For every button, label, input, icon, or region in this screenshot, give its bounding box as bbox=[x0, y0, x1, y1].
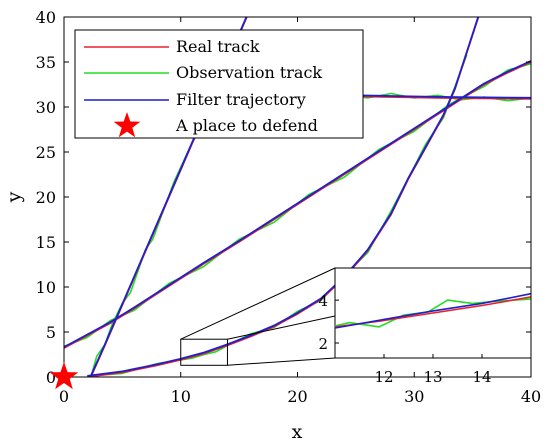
y-tick-label: 10 bbox=[36, 278, 56, 297]
x-tick-label: 20 bbox=[287, 387, 307, 406]
x-tick-label: 0 bbox=[59, 387, 69, 406]
legend-box bbox=[74, 29, 364, 139]
inset-y-tick-label: 4 bbox=[318, 292, 328, 310]
zoom-connector-top bbox=[180, 267, 336, 340]
zoom-source-box bbox=[180, 338, 228, 366]
inset-filter-trajectory bbox=[335, 292, 531, 329]
inset-y-tick-label: 2 bbox=[318, 335, 328, 353]
y-tick-label: 40 bbox=[36, 8, 56, 27]
y-tick-label: 30 bbox=[36, 98, 56, 117]
legend: Real track Observation track Filter traj… bbox=[74, 29, 364, 139]
filter-trajectory-1 bbox=[90, 17, 248, 377]
y-axis-label: y bbox=[3, 191, 25, 203]
legend-label-place-to-defend: A place to defend bbox=[175, 116, 318, 135]
x-tick-label: 30 bbox=[404, 387, 424, 406]
real-track-2 bbox=[64, 61, 531, 349]
legend-label-filter-trajectory: Filter trajectory bbox=[176, 90, 306, 109]
y-tick-label: 25 bbox=[36, 143, 56, 162]
y-tick-label: 20 bbox=[36, 188, 56, 207]
legend-label-observation-track: Observation track bbox=[176, 63, 322, 82]
x-axis-label: x bbox=[292, 421, 303, 443]
zoom-connector-mid bbox=[227, 315, 336, 340]
y-tick-label: 35 bbox=[36, 53, 56, 72]
legend-label-real-track: Real track bbox=[176, 37, 260, 56]
y-tick-label: 5 bbox=[46, 323, 56, 342]
defend-place-star-icon bbox=[49, 362, 79, 390]
filter-trajectory-2 bbox=[64, 60, 531, 348]
y-tick-label: 15 bbox=[36, 233, 56, 252]
zoom-connector-bottom bbox=[227, 357, 336, 366]
legend-star-icon bbox=[113, 112, 141, 138]
y-tick-label: 0 bbox=[46, 368, 56, 387]
x-tick-label: 10 bbox=[171, 387, 191, 406]
x-tick-label: 40 bbox=[521, 387, 541, 406]
